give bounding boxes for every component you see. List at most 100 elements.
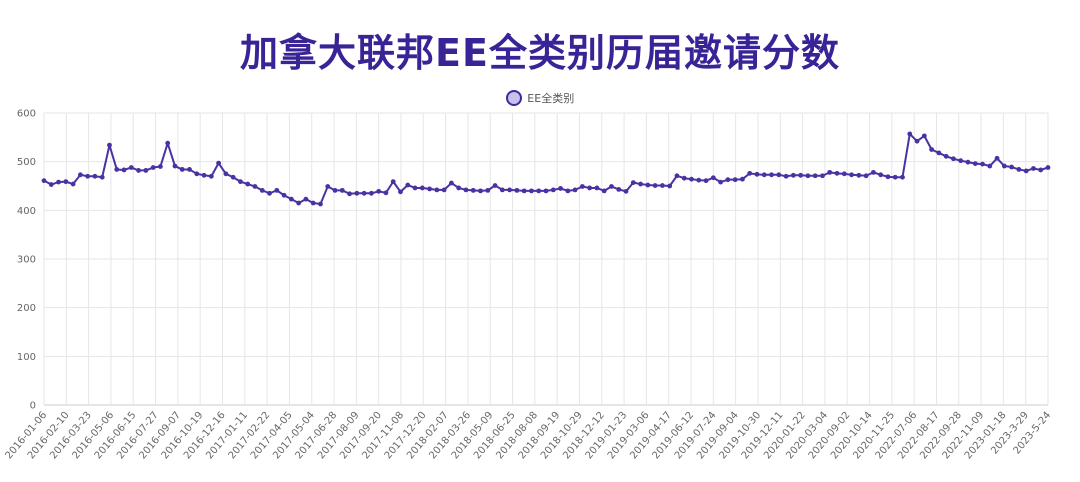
data-point [965, 159, 971, 165]
data-point [56, 179, 61, 185]
data-point [48, 182, 54, 187]
data-point [710, 175, 716, 181]
data-point [718, 179, 724, 185]
data-point [325, 184, 331, 189]
data-point [630, 180, 636, 185]
y-tick-label: 400 [17, 206, 36, 217]
y-tick-label: 500 [17, 157, 36, 168]
y-tick-label: 600 [17, 109, 36, 120]
data-point [616, 187, 622, 192]
data-point [216, 160, 222, 166]
data-point [521, 188, 527, 194]
data-point [980, 161, 985, 167]
data-point [943, 153, 949, 159]
data-point [288, 196, 294, 202]
data-point [463, 187, 469, 193]
data-point [398, 189, 403, 195]
data-point [368, 190, 374, 196]
data-point [703, 178, 709, 184]
data-point [929, 147, 934, 152]
data-point [492, 183, 498, 188]
data-point [41, 178, 47, 184]
data-point [609, 184, 614, 189]
data-point [281, 192, 287, 198]
data-point [99, 174, 105, 180]
data-point [601, 188, 607, 194]
data-point [1009, 164, 1015, 170]
data-point [572, 187, 578, 193]
legend-label: EE全类别 [527, 92, 575, 105]
data-point [565, 188, 571, 194]
data-point [267, 190, 272, 196]
data-point [536, 188, 542, 194]
data-point [92, 173, 98, 179]
data-point [769, 172, 774, 178]
data-point [259, 187, 265, 193]
data-point [70, 181, 76, 187]
data-point [318, 201, 323, 207]
y-tick-label: 100 [17, 352, 36, 363]
data-point [820, 173, 825, 179]
chart-legend[interactable]: EE全类别 [0, 90, 1080, 106]
data-point [223, 171, 229, 177]
data-point [332, 187, 338, 193]
data-point [623, 188, 629, 194]
data-point [507, 187, 513, 193]
data-point [419, 185, 425, 191]
data-point [856, 172, 862, 178]
data-point [470, 187, 476, 193]
chart-title: 加拿大联邦EE全类别历届邀请分数 [240, 31, 840, 75]
data-point [914, 138, 920, 144]
data-point [827, 169, 833, 175]
data-point [689, 176, 694, 182]
data-point [790, 172, 796, 178]
data-point [987, 163, 993, 169]
data-point [732, 177, 738, 183]
data-point [441, 187, 447, 193]
data-point [238, 179, 243, 185]
data-point [936, 150, 942, 156]
data-point [310, 200, 316, 206]
data-point [405, 182, 411, 188]
data-point [456, 185, 462, 191]
data-point [128, 165, 134, 170]
data-point [449, 180, 454, 186]
data-point [841, 171, 847, 177]
data-point [994, 155, 1000, 161]
data-point [660, 183, 665, 188]
data-point [339, 187, 345, 193]
data-point [594, 185, 600, 191]
data-point [158, 164, 163, 169]
data-point [849, 172, 854, 178]
data-point [245, 181, 251, 187]
data-point [725, 177, 731, 183]
data-point [892, 174, 898, 180]
data-point [783, 173, 789, 179]
data-point [165, 140, 171, 146]
data-point [376, 188, 382, 194]
legend-swatch [505, 90, 522, 106]
data-point [172, 163, 178, 169]
y-tick-label: 300 [17, 255, 36, 266]
data-point [558, 186, 563, 191]
data-point [863, 173, 869, 179]
data-point [499, 187, 505, 193]
data-point [761, 172, 767, 178]
data-point [187, 167, 192, 172]
data-point [478, 188, 483, 194]
data-point [143, 168, 149, 173]
data-point [885, 174, 891, 180]
data-point [201, 172, 207, 178]
data-point [150, 165, 156, 170]
data-point [63, 179, 69, 185]
data-point [107, 142, 112, 148]
data-point [550, 187, 556, 193]
data-point [1016, 167, 1022, 172]
y-tick-label: 200 [17, 303, 36, 314]
data-point [121, 167, 127, 173]
data-point [230, 174, 236, 180]
data-point [878, 172, 884, 178]
data-point [921, 133, 927, 139]
data-point [434, 187, 440, 193]
data-point [1045, 165, 1051, 170]
